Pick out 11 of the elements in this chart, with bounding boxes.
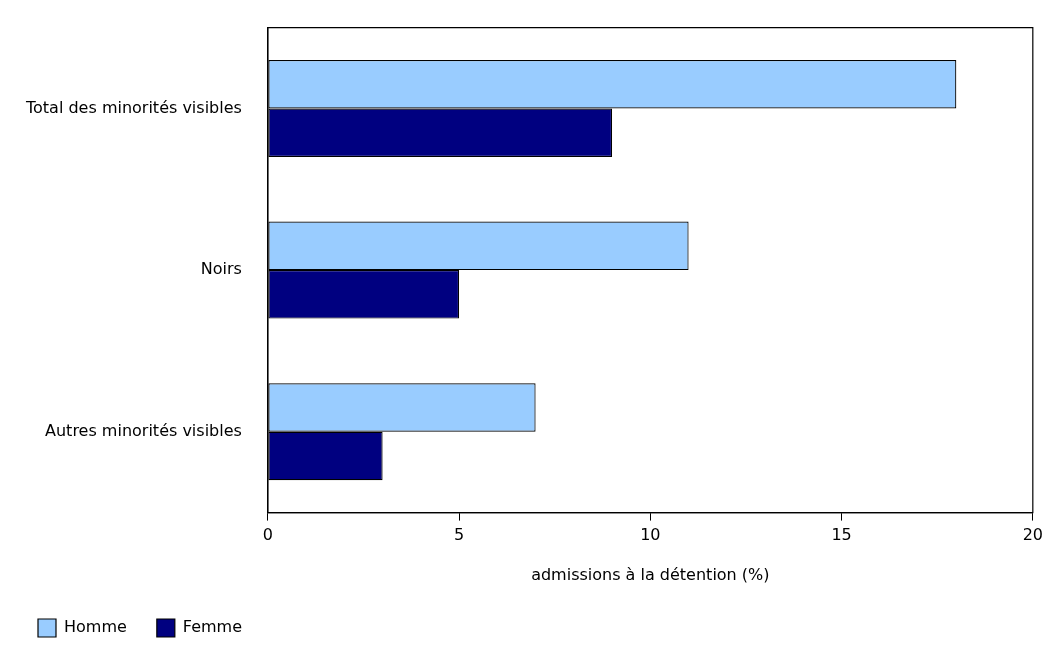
x-tick-label: 0 xyxy=(262,525,273,545)
x-tick-label: 10 xyxy=(640,525,661,545)
legend-label: Femme xyxy=(182,617,243,637)
x-tick-label: 5 xyxy=(454,525,465,545)
legend-label: Homme xyxy=(64,617,127,637)
y-tick-label: Total des minorités visibles xyxy=(25,97,242,117)
x-tick-label: 20 xyxy=(1022,525,1043,545)
x-tick-label: 15 xyxy=(831,525,852,545)
y-tick-label: Autres minorités visibles xyxy=(45,420,242,440)
y-tick-label: Noirs xyxy=(200,259,242,279)
x-axis-title: admissions à la détention (%) xyxy=(531,564,770,584)
